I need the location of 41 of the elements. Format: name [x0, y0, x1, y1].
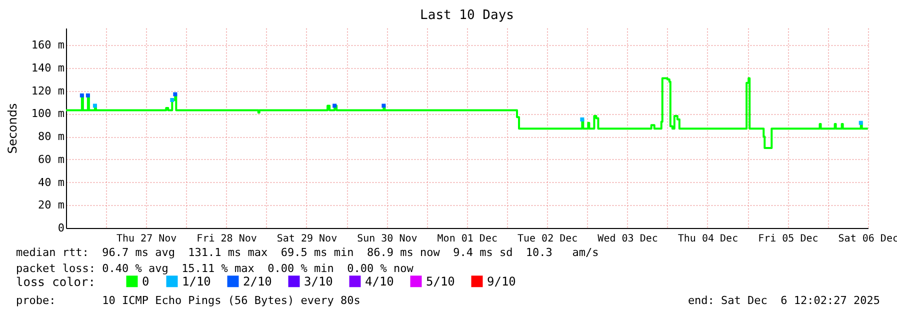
y-tick-label: 20 m — [38, 198, 65, 212]
legend-label: 0 — [142, 274, 150, 288]
legend-label: 2/10 — [243, 274, 272, 288]
point — [86, 93, 90, 98]
y-tick-label: 0 — [58, 222, 64, 234]
point — [92, 104, 97, 108]
legend-label: 4/10 — [365, 274, 394, 288]
point — [173, 92, 178, 96]
point — [80, 93, 84, 98]
y-tick-label: 80 m — [38, 130, 65, 144]
point — [332, 104, 337, 108]
legend-label: 9/10 — [487, 274, 516, 288]
x-tick-label: Wed 03 Dec — [598, 234, 658, 244]
y-axis-title: Seconds — [5, 103, 20, 154]
y-tick-label: 140 m — [31, 62, 65, 74]
x-tick-label: Sun 30 Nov — [357, 234, 418, 244]
x-tick-label: Tue 02 Dec — [517, 234, 578, 244]
legend-label: 5/10 — [426, 274, 455, 288]
x-tick-label: Thu 04 Dec — [678, 234, 738, 244]
y-tick-label: 60 m — [38, 152, 65, 166]
x-tick-label: Sat 29 Nov — [276, 234, 338, 244]
y-tick-label: 120 m — [31, 84, 65, 98]
legend-label: 1/10 — [182, 274, 211, 288]
text: median rtt: 96.7 ms avg 131.1 ms max 69.5 ms min 86.9 ms now 9.4 ms sd 10.3 am/s — [16, 246, 599, 259]
legend-title: loss color: — [16, 275, 96, 289]
point — [858, 120, 863, 125]
legend-label: 3/10 — [304, 274, 333, 288]
point — [382, 104, 386, 108]
x-tick-label: Fri 28 Nov — [196, 234, 257, 244]
text: probe: 10 ICMP Echo Pings (56 Bytes) every 80s — [16, 294, 360, 307]
point — [580, 117, 584, 122]
x-tick-label: Thu 27 Nov — [116, 234, 177, 244]
y-tick-label: 160 m — [31, 38, 65, 52]
point — [170, 98, 174, 102]
y-tick-label: 40 m — [38, 176, 65, 189]
text: end: Sat Dec 6 12:02:27 2025 — [688, 294, 880, 307]
x-tick-label: Mon 01 Dec — [437, 234, 498, 244]
y-tick-label: 100 m — [31, 107, 65, 120]
chart-title: Last 10 Days — [420, 8, 514, 23]
x-tick-label: Fri 05 Dec — [758, 234, 818, 244]
text: packet loss: 0.40 % avg 15.11 % max 0.00 % min 0.00 % now — [16, 262, 414, 275]
